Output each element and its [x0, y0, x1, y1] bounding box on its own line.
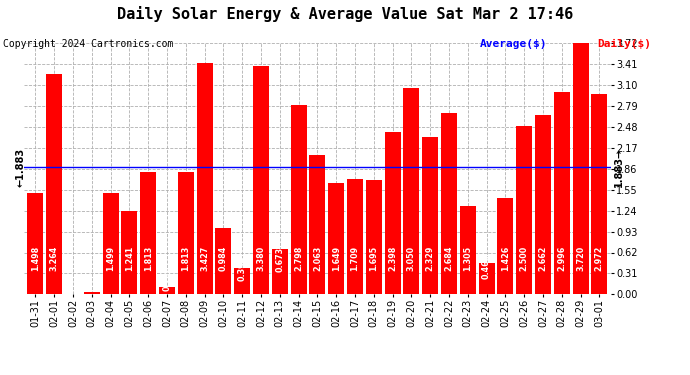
Text: 3.427: 3.427: [200, 246, 209, 271]
Text: 0.464: 0.464: [482, 254, 491, 279]
Text: 1.813: 1.813: [181, 246, 190, 271]
Bar: [441, 113, 457, 294]
Bar: [28, 193, 43, 294]
Text: 2.500: 2.500: [520, 246, 529, 271]
Text: 0.984: 0.984: [219, 246, 228, 271]
Bar: [272, 249, 288, 294]
Bar: [253, 66, 269, 294]
Text: 1.695: 1.695: [369, 246, 378, 271]
Bar: [46, 74, 62, 294]
Text: 1.649: 1.649: [332, 246, 341, 271]
Bar: [347, 179, 363, 294]
Text: 0.673: 0.673: [275, 246, 284, 272]
Bar: [554, 92, 570, 294]
Bar: [215, 228, 231, 294]
Text: Daily Solar Energy & Average Value Sat Mar 2 17:46: Daily Solar Energy & Average Value Sat M…: [117, 6, 573, 22]
Bar: [366, 180, 382, 294]
Bar: [404, 88, 420, 294]
Bar: [178, 172, 194, 294]
Bar: [384, 132, 401, 294]
Bar: [121, 210, 137, 294]
Bar: [309, 155, 326, 294]
Text: 1.709: 1.709: [351, 246, 359, 271]
Text: 3.264: 3.264: [50, 246, 59, 271]
Text: 1.305: 1.305: [463, 246, 472, 271]
Bar: [103, 193, 119, 294]
Bar: [290, 105, 306, 294]
Text: ←1.883: ←1.883: [15, 148, 25, 187]
Text: Daily($): Daily($): [597, 39, 651, 50]
Text: 1.813: 1.813: [144, 246, 152, 271]
Bar: [422, 137, 438, 294]
Bar: [328, 183, 344, 294]
Text: Copyright 2024 Cartronics.com: Copyright 2024 Cartronics.com: [3, 39, 174, 50]
Text: 2.329: 2.329: [426, 245, 435, 271]
Bar: [591, 94, 607, 294]
Text: 0.102: 0.102: [163, 266, 172, 291]
Text: 3.050: 3.050: [407, 246, 416, 271]
Text: 2.662: 2.662: [538, 245, 547, 271]
Bar: [573, 43, 589, 294]
Text: 3.380: 3.380: [257, 246, 266, 271]
Bar: [197, 63, 213, 294]
Bar: [497, 198, 513, 294]
Bar: [460, 206, 476, 294]
Bar: [83, 292, 100, 294]
Text: 2.398: 2.398: [388, 245, 397, 271]
Bar: [479, 263, 495, 294]
Text: 2.972: 2.972: [595, 245, 604, 271]
Text: 0.394: 0.394: [238, 256, 247, 281]
Bar: [535, 115, 551, 294]
Text: 2.996: 2.996: [558, 246, 566, 271]
Bar: [140, 172, 156, 294]
Text: 1.499: 1.499: [106, 246, 115, 271]
Bar: [159, 288, 175, 294]
Text: Average($): Average($): [480, 39, 547, 50]
Text: 3.720: 3.720: [576, 246, 585, 271]
Text: 1.426: 1.426: [501, 246, 510, 271]
Text: 2.684: 2.684: [444, 245, 453, 271]
Text: 1.498: 1.498: [31, 246, 40, 271]
Text: 1.883→: 1.883→: [613, 148, 624, 187]
Bar: [234, 268, 250, 294]
Bar: [516, 126, 532, 294]
Text: 1.241: 1.241: [125, 246, 134, 271]
Text: 2.798: 2.798: [294, 245, 303, 271]
Text: 2.063: 2.063: [313, 246, 322, 271]
